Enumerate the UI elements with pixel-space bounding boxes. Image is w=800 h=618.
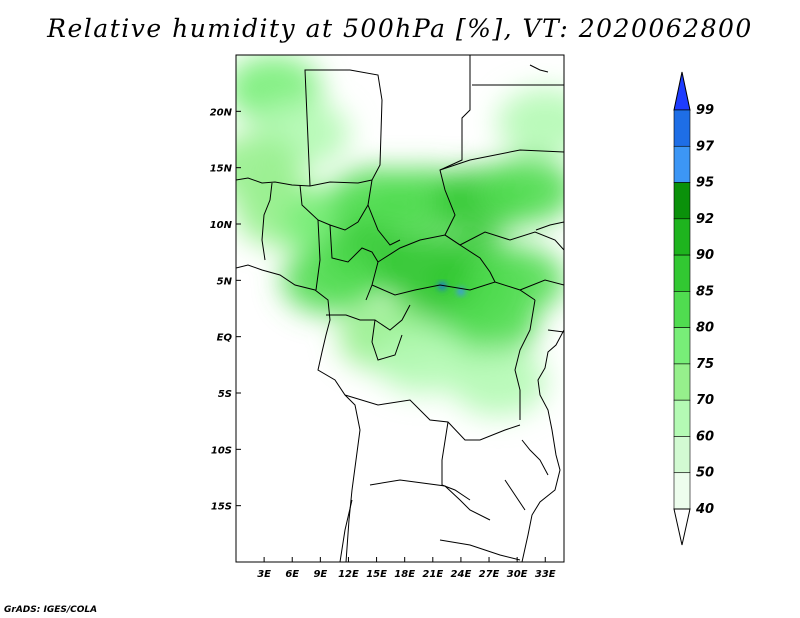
colorbar-segment: [673, 182, 691, 220]
colorbar-label: 92: [696, 212, 714, 227]
colorbar-segment: [673, 436, 691, 474]
lon-tick-label: 3E: [257, 569, 271, 580]
humidity-cell: [281, 246, 378, 315]
colorbar-segment: [673, 327, 691, 365]
humidity-cell: [438, 281, 447, 290]
colorbar-label: 50: [696, 466, 714, 481]
lat-tick-label: 10N: [210, 220, 233, 231]
lat-tick-label: 5S: [218, 389, 232, 400]
lon-tick-label: 21E: [422, 569, 443, 580]
map-frame: [235, 54, 565, 563]
colorbar-segment: [673, 218, 691, 256]
colorbar-label: 97: [696, 139, 715, 154]
lat-tick-label: 10S: [211, 445, 232, 456]
lon-tick-label: 18E: [394, 569, 415, 580]
colorbar-label: 60: [696, 429, 714, 444]
colorbar-label: 99: [696, 103, 714, 118]
lon-tick-label: 33E: [535, 569, 556, 580]
colorbar-top-arrow: [673, 71, 691, 111]
colorbar-label: 40: [695, 502, 714, 517]
lon-tick-label: 6E: [285, 569, 299, 580]
humidity-cell: [456, 287, 465, 296]
colorbar-label: 75: [696, 357, 714, 372]
colorbar-segment: [673, 472, 691, 510]
colorbar-segment: [673, 254, 691, 292]
colorbar-label: 85: [696, 284, 714, 299]
page-title: Relative humidity at 500hPa [%], VT: 202…: [47, 14, 753, 43]
colorbar-segment: [673, 291, 691, 328]
lat-tick-label: EQ: [217, 333, 233, 344]
credit-label: GrADS: IGES/COLA: [4, 605, 98, 615]
colorbar-label: 95: [696, 176, 714, 191]
lon-tick-label: 12E: [338, 569, 359, 580]
humidity-cell: [450, 347, 547, 416]
colorbar-segment: [673, 109, 691, 147]
colorbar-label: 80: [696, 321, 714, 336]
colorbar-label: 90: [696, 248, 714, 263]
lon-tick-label: 27E: [479, 569, 500, 580]
lon-tick-label: 30E: [507, 569, 528, 580]
lat-tick-label: 15N: [210, 164, 233, 175]
lon-tick-label: 15E: [366, 569, 387, 580]
colorbar: 99 97 95 92 90 85 80 75 70 60 50 40: [673, 71, 715, 546]
colorbar-segment: [673, 399, 691, 437]
lat-tick-label: 15S: [211, 502, 232, 513]
colorbar-bottom-arrow: [673, 508, 691, 546]
lon-tick-label: 9E: [313, 569, 327, 580]
lat-tick-label: 5N: [217, 276, 233, 287]
humidity-cell: [478, 156, 564, 225]
lat-tick-label: 20N: [210, 107, 233, 118]
colorbar-segment: [673, 145, 691, 183]
humidity-cell: [497, 88, 564, 157]
country-borders: [236, 55, 564, 562]
humidity-field: [236, 55, 564, 416]
lon-tick-label: 24E: [451, 569, 472, 580]
colorbar-label: 70: [696, 393, 714, 408]
colorbar-segment: [673, 363, 691, 401]
